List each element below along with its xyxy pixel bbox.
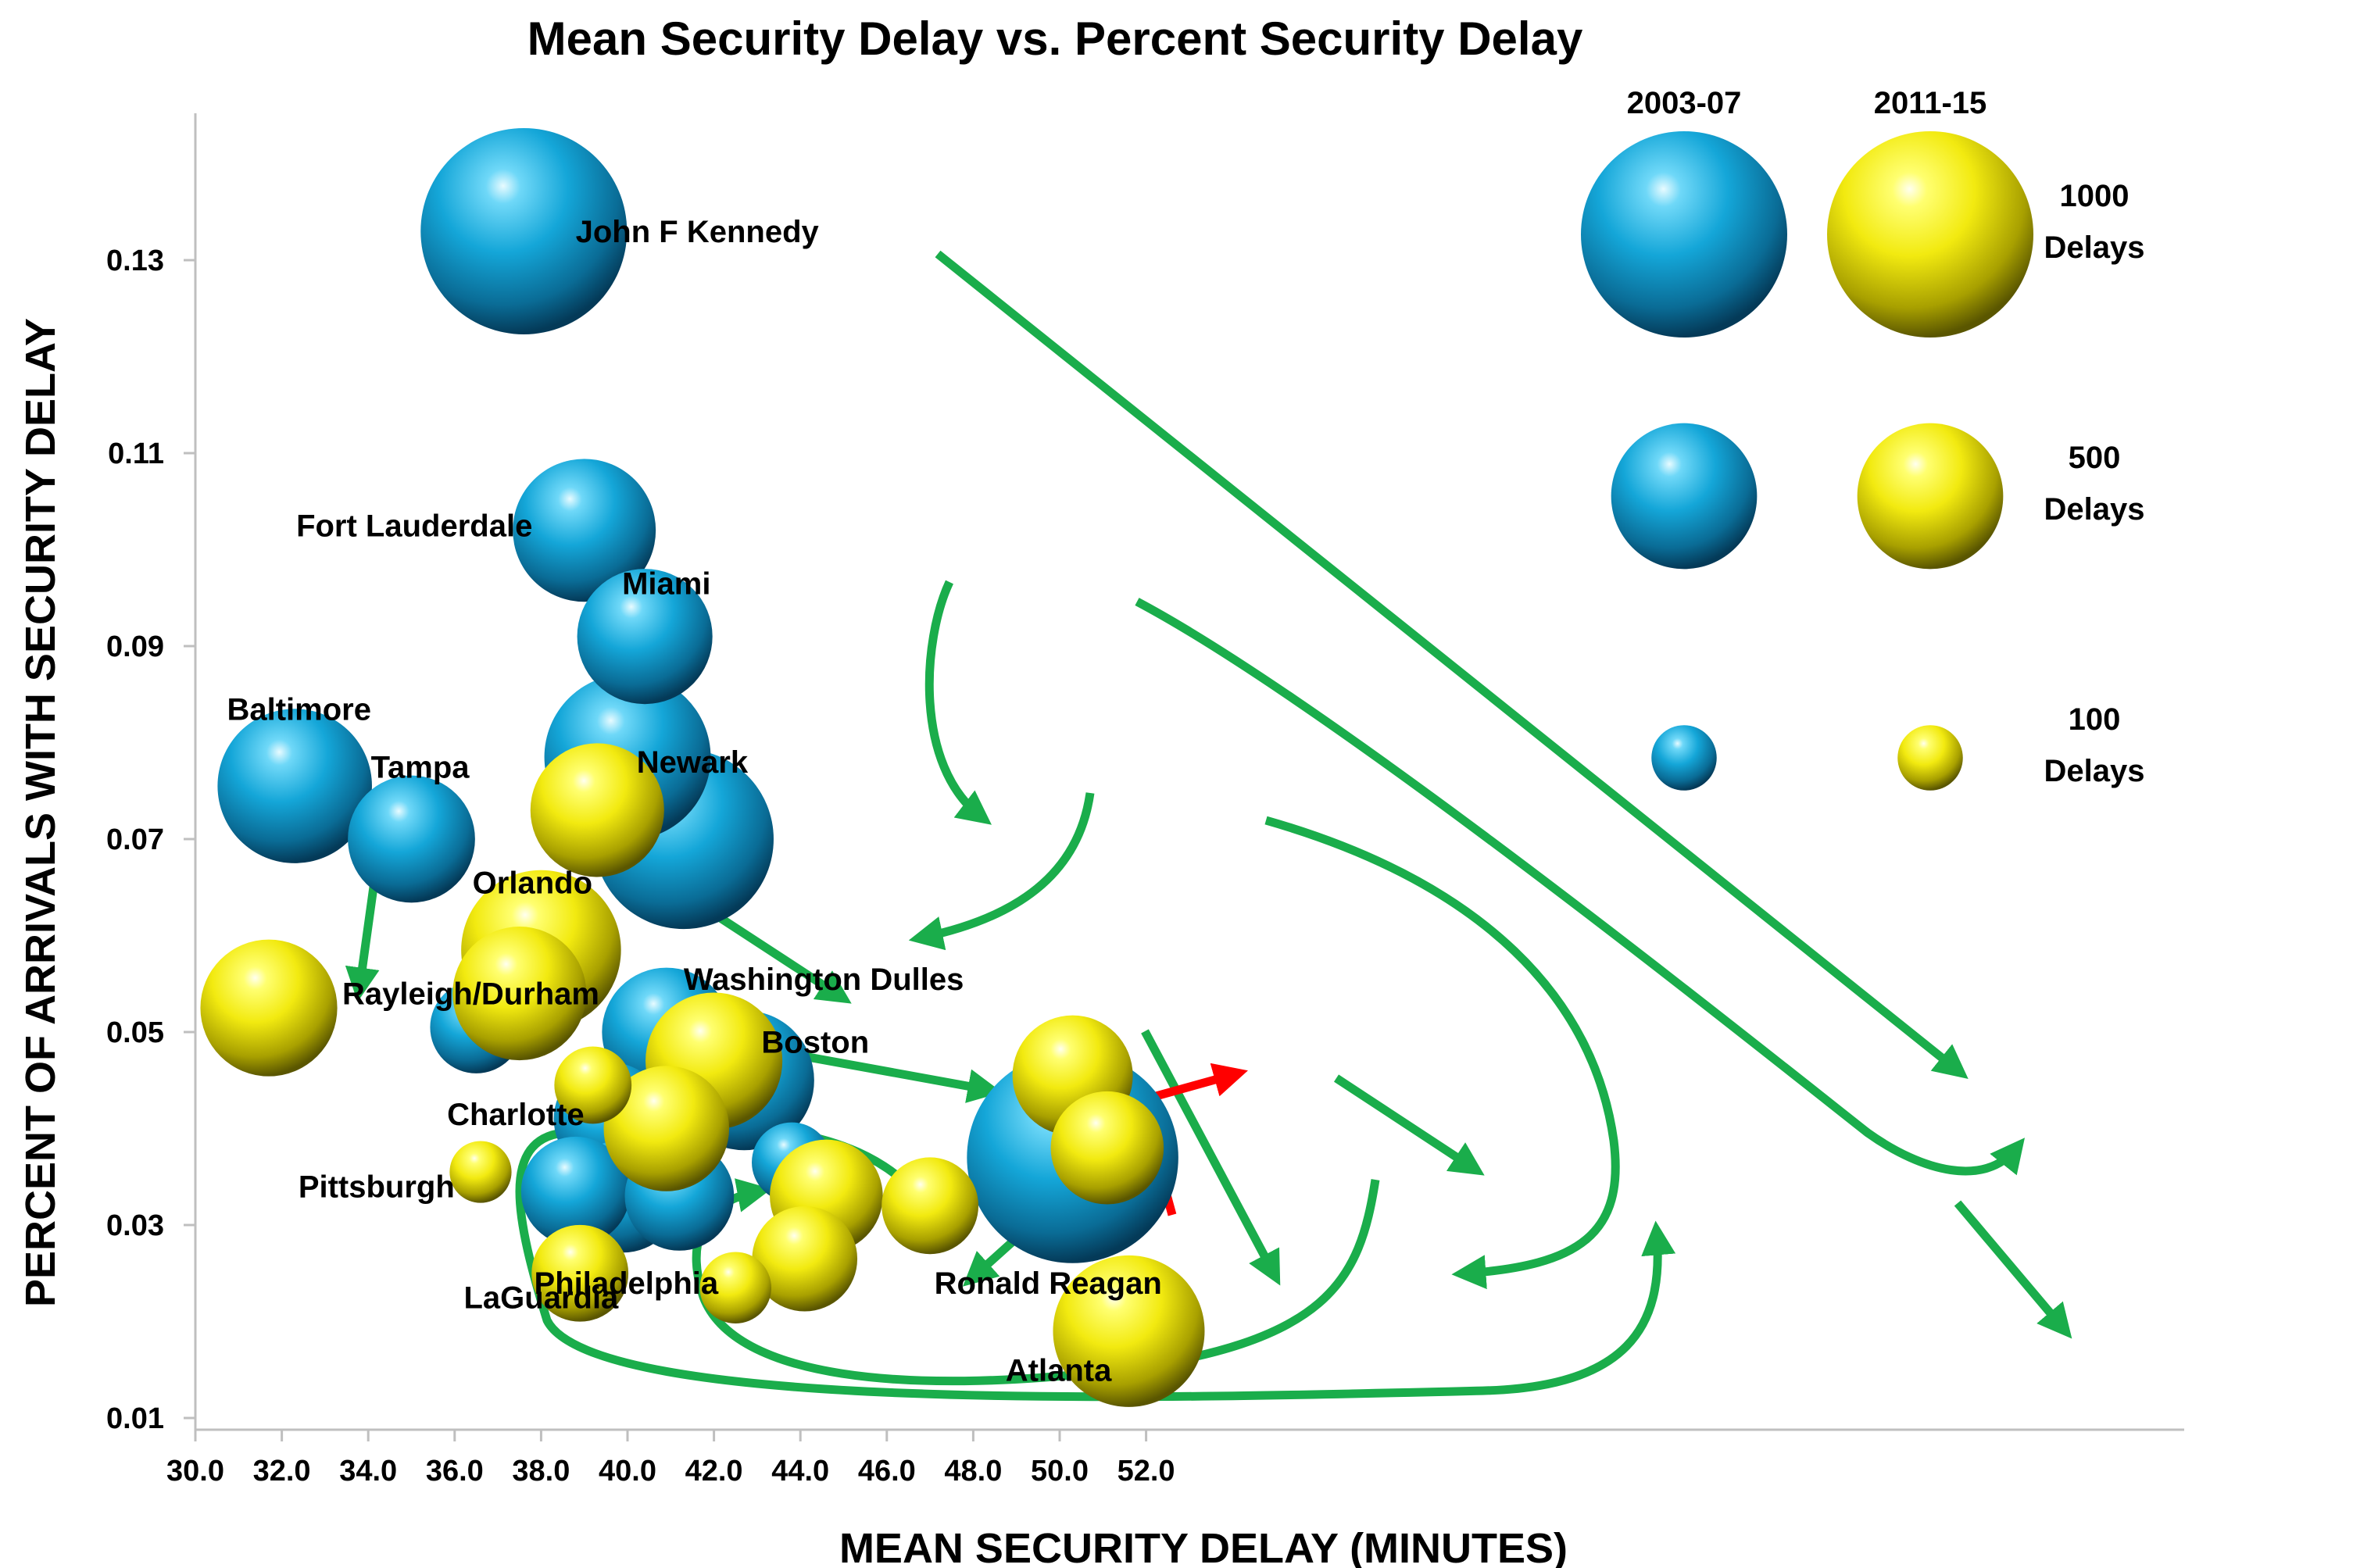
legend-header: 2011-15 [1874,86,1987,120]
y-tick-label: 0.09 [106,630,164,663]
legend-size-label: 500 [2069,441,2121,475]
x-tick-label: 34.0 [339,1455,397,1488]
legend: 2003-07 2011-15 1000 Delays 500 Delays 100 Dela… [1581,86,2144,791]
point-label: Baltimore [227,692,371,727]
arrow-newark [1266,820,1615,1273]
x-tick-label: 32.0 [253,1455,311,1488]
arrow-miami [1137,602,2016,1171]
x-tick-label: 42.0 [685,1455,743,1488]
x-tick-label: 48.0 [944,1455,1002,1488]
legend-bubble-2011-15 [1858,423,2004,570]
x-axis-label: MEAN SECURITY DELAY (MINUTES) [839,1525,1568,1568]
x-tick-label: 36.0 [426,1455,484,1488]
x-tick-label: 44.0 [771,1455,829,1488]
point-label: Tampa [371,750,470,784]
arrow-fort-lauderdale [929,582,981,816]
y-tick-label: 0.07 [106,823,164,856]
y-tick-label: 0.03 [106,1209,164,1242]
point-label: Pittsburgh [299,1170,455,1205]
x-tick-label: 50.0 [1031,1455,1089,1488]
legend-bubble-2011-15 [1827,131,2033,338]
x-tick-label: 40.0 [599,1455,656,1488]
point-label: Philadelphia [535,1266,719,1301]
point-label: Ronald Reagan [935,1266,1162,1301]
point-label: Boston [761,1025,869,1059]
x-tick-label: 30.0 [166,1455,224,1488]
bubble-2011-15 [200,940,337,1077]
y-tick-label: 0.01 [106,1402,164,1435]
point-label: Fort Lauderdale [296,509,532,544]
legend-bubble-2003-07 [1651,725,1716,790]
y-tick-label: 0.11 [108,438,164,470]
point-label: John F Kennedy [576,215,820,249]
arrow-atlanta [1958,1203,2063,1328]
legend-size-label: Delays [2044,230,2145,265]
legend-bubble-2003-07 [1581,131,1787,338]
legend-bubble-2003-07 [1611,423,1758,570]
point-label: Rayleigh/Durham [342,977,599,1012]
point-label: Miami [622,567,710,602]
y-ticks: 0.01 0.03 0.05 0.07 0.09 0.11 0.13 [106,245,195,1435]
arrow-boston [1336,1078,1473,1168]
bubble-2011-15 [449,1141,511,1202]
chart-title: Mean Security Delay vs. Percent Security… [527,13,1583,65]
point-label: Newark [637,745,749,780]
legend-size-label: Delays [2044,492,2145,527]
y-tick-label: 0.13 [106,245,164,277]
legend-size-label: 100 [2069,702,2121,737]
x-tick-label: 46.0 [858,1455,916,1488]
bubble-2011-15 [881,1157,978,1254]
point-label: Atlanta [1006,1353,1112,1388]
y-axis-label: PERCENT OF ARRIVALS WITH SECURITY DELAY [17,318,64,1307]
arrow-orlando [922,793,1090,938]
bubble-2003-07 [348,776,475,903]
legend-size-label: Delays [2044,754,2145,788]
arrow-jfk [938,254,1958,1070]
legend-header: 2003-07 [1627,86,1742,120]
point-label: Charlotte [447,1098,585,1132]
y-tick-label: 0.05 [106,1016,164,1049]
x-tick-label: 52.0 [1117,1455,1175,1488]
point-label: Orlando [473,866,592,901]
legend-bubble-2011-15 [1897,725,1962,790]
x-ticks: 30.0 32.0 34.0 36.0 38.0 40.0 42.0 44.0 46.0 48.0… [166,1430,1175,1488]
x-tick-label: 38.0 [512,1455,570,1488]
point-label: Washington Dulles [684,963,964,997]
legend-size-label: 1000 [2060,179,2130,213]
bubble-2011-15 [1051,1091,1164,1205]
